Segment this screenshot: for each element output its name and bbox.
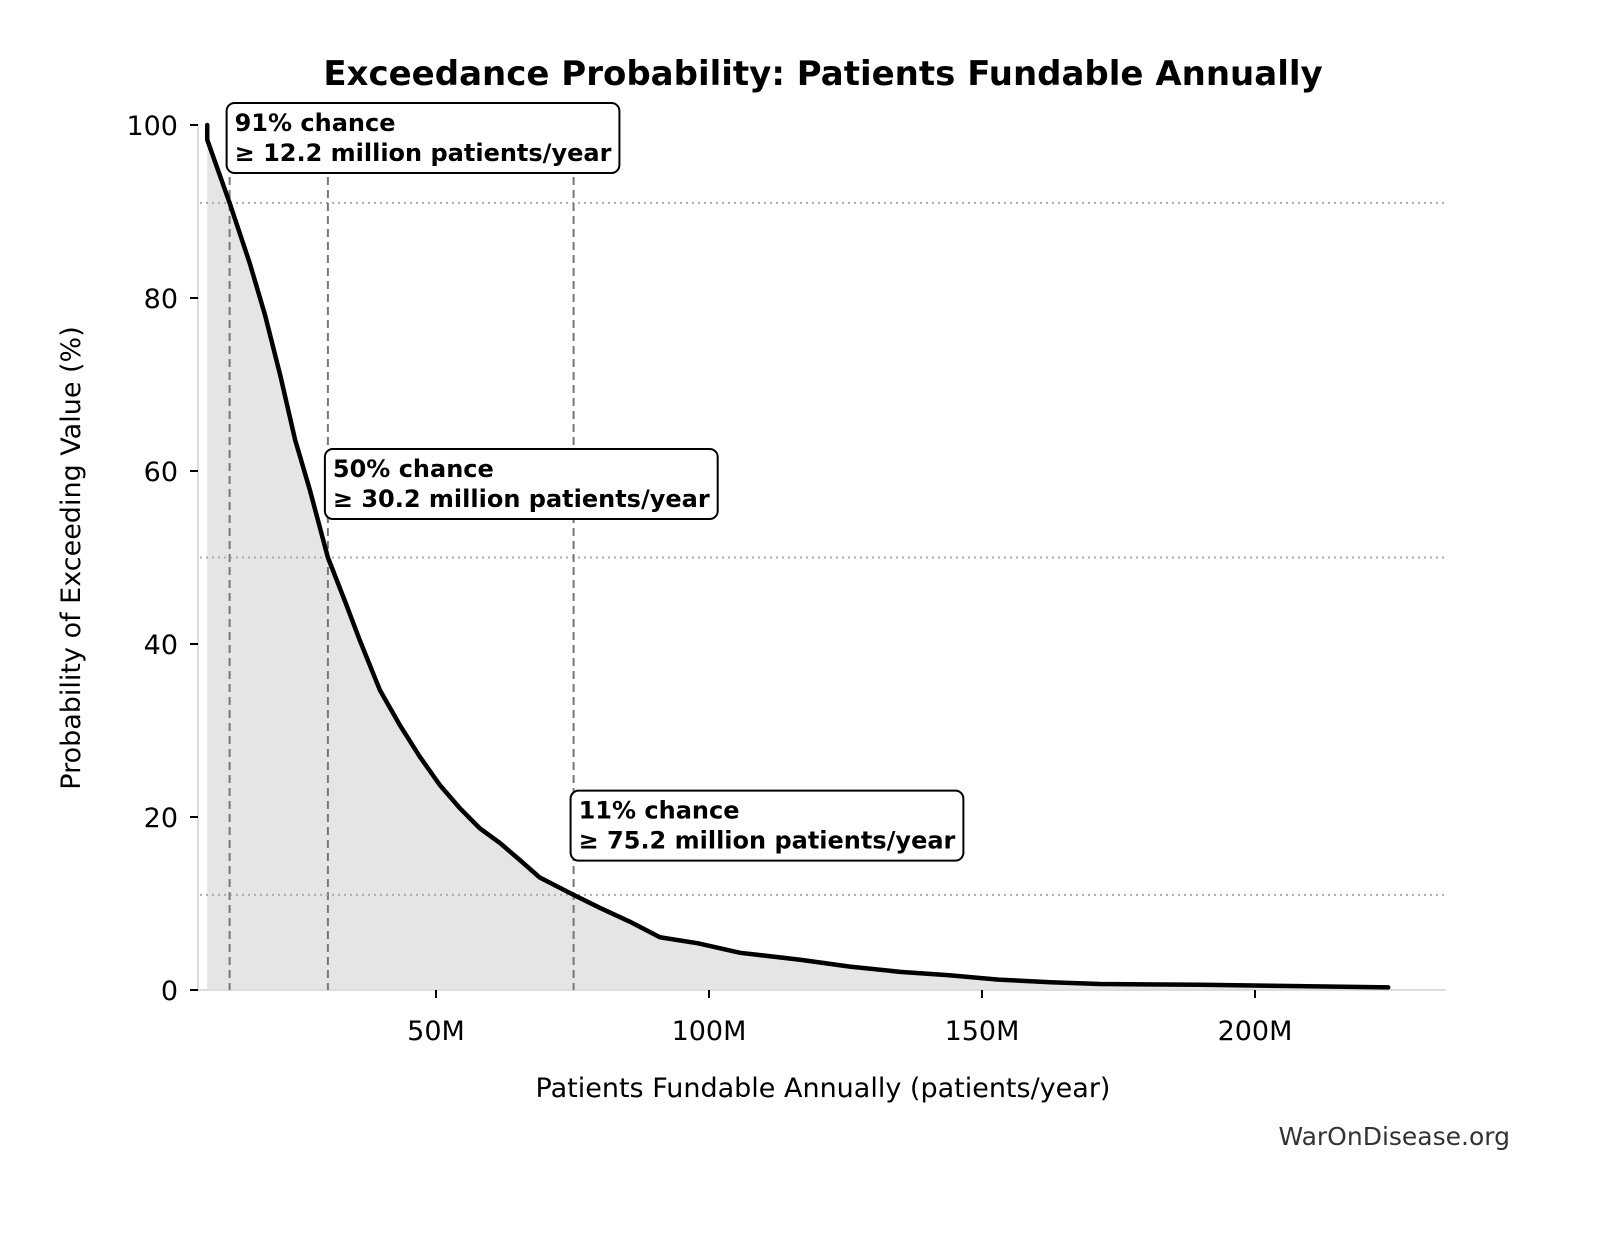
annotation-frame	[569, 789, 965, 862]
exceedance-curve	[204, 122, 1391, 990]
area-fill	[207, 125, 1389, 990]
y-tick-label: 40	[144, 630, 178, 661]
y-tick-label: 60	[144, 457, 178, 488]
annotation-box: 91% chance≥ 12.2 million patients/year	[225, 102, 621, 174]
y-tick-label: 20	[144, 803, 178, 834]
watermark: WarOnDisease.org	[1278, 1122, 1510, 1151]
annotation-frame	[225, 102, 621, 174]
annotation-line-1: 50% chance	[333, 455, 494, 483]
annotation-box: 11% chance≥ 75.2 million patients/year	[569, 789, 965, 862]
y-tick-label: 80	[144, 284, 178, 315]
annotation-line-2: ≥ 75.2 million patients/year	[579, 827, 956, 855]
x-tick-label: 100M	[672, 1016, 747, 1047]
x-tick-label: 150M	[945, 1016, 1020, 1047]
x-axis-label: Patients Fundable Annually (patients/yea…	[536, 1073, 1111, 1104]
plot-area: 50M 100M 150M 200M 0 20 40 60 80 100 91% chance≥ 1…	[126, 102, 1446, 1047]
annotation-frame	[323, 448, 719, 520]
y-tick-label: 100	[126, 111, 178, 142]
x-tick-label: 200M	[1218, 1016, 1293, 1047]
x-tick-label: 50M	[407, 1016, 465, 1047]
annotation-line-2: ≥ 30.2 million patients/year	[333, 485, 710, 513]
y-tick-label: 0	[161, 976, 178, 1007]
chart-title: Exceedance Probability: Patients Fundabl…	[323, 54, 1322, 94]
annotation-box: 50% chance≥ 30.2 million patients/year	[323, 448, 719, 520]
annotation-line-2: ≥ 12.2 million patients/year	[235, 139, 612, 167]
y-axis-label: Probability of Exceeding Value (%)	[56, 326, 87, 789]
annotation-line-1: 11% chance	[579, 797, 740, 825]
annotation-line-1: 91% chance	[235, 109, 396, 137]
